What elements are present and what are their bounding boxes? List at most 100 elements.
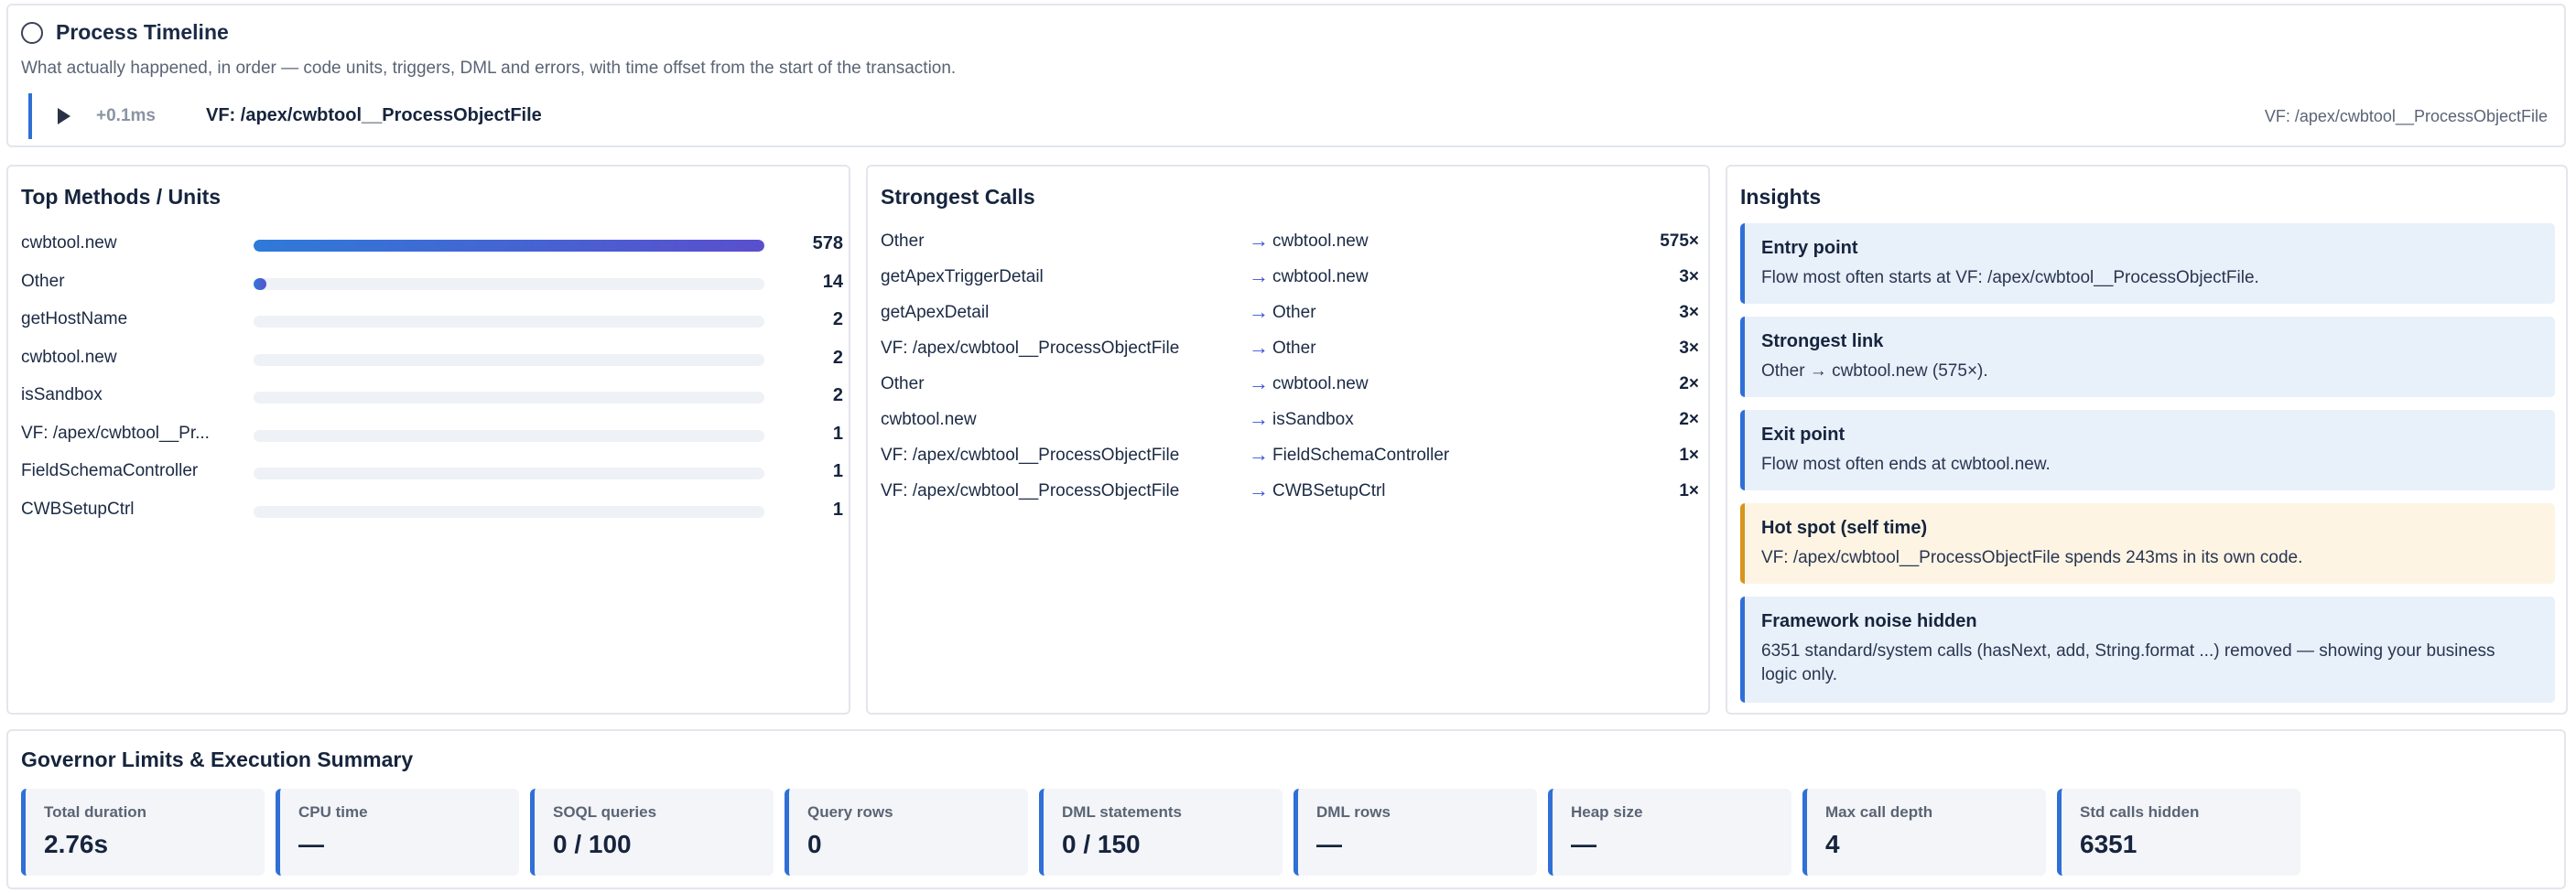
call-row[interactable]: VF: /apex/cwbtool__ProcessObjectFile → Oth… — [881, 336, 1699, 363]
stat-card: CPU time — — [276, 789, 519, 876]
call-from: Other — [881, 231, 925, 251]
method-label: getHostName — [21, 309, 128, 328]
method-label: FieldSchemaController — [21, 461, 199, 480]
timeline-entry-name: VF: /apex/cwbtool__ProcessObjectFile — [206, 105, 542, 125]
insights-title: Insights — [1740, 185, 1822, 209]
stat-label: Query rows — [807, 803, 893, 821]
method-bar-track — [254, 240, 764, 252]
method-bar-fill — [254, 277, 266, 290]
method-label: cwbtool.new — [21, 347, 117, 367]
insight-body: Flow most often ends at cwbtool.new. — [1761, 455, 2051, 474]
stat-label: CPU time — [298, 803, 368, 821]
timeline-title: Process Timeline — [56, 20, 229, 44]
call-row[interactable]: getApexDetail → Other 3× — [881, 300, 1699, 328]
insight-title: Framework noise hidden — [1761, 611, 1977, 631]
insight-title: Exit point — [1761, 425, 1845, 445]
method-count: 578 — [812, 233, 843, 253]
stat-card: Std calls hidden 6351 — [2057, 789, 2300, 876]
call-to: CWBSetupCtrl — [1272, 481, 1386, 500]
stat-label: Max call depth — [1825, 803, 1933, 821]
stat-value: — — [1316, 830, 1342, 858]
method-row[interactable]: cwbtool.new 2 — [21, 345, 843, 372]
method-bar-track — [254, 468, 764, 479]
stat-value: 6351 — [2080, 830, 2138, 858]
stat-card: Heap size — — [1548, 789, 1791, 876]
arrow-right-icon: → — [1249, 229, 1269, 252]
call-to: cwbtool.new — [1272, 267, 1369, 286]
arrow-right-icon: → — [1249, 336, 1269, 359]
circle-icon — [21, 21, 43, 44]
method-label: cwbtool.new — [21, 233, 117, 253]
method-count: 2 — [832, 385, 843, 405]
method-count: 1 — [832, 499, 843, 520]
timeline-entry[interactable]: +0.1ms VF: /apex/cwbtool__ProcessObjectF… — [28, 93, 2555, 139]
stat-label: SOQL queries — [553, 803, 657, 821]
stat-card: Max call depth 4 — [1802, 789, 2046, 876]
call-row[interactable]: getApexTriggerDetail → cwbtool.new 3× — [881, 264, 1699, 292]
timeline-description: What actually happened, in order — code … — [21, 59, 957, 78]
method-bar-track — [254, 392, 764, 403]
method-row[interactable]: cwbtool.new 578 — [21, 231, 843, 258]
governor-limits-panel: Governor Limits & Execution Summary Tota… — [6, 729, 2566, 889]
governor-title: Governor Limits & Execution Summary — [21, 748, 414, 771]
stat-value: 0 / 100 — [553, 830, 632, 858]
insight-title: Entry point — [1761, 238, 1858, 258]
insight-title: Strongest link — [1761, 331, 1884, 351]
stat-label: DML statements — [1062, 803, 1182, 821]
method-count: 2 — [832, 347, 843, 368]
call-row[interactable]: Other → cwbtool.new 2× — [881, 371, 1699, 399]
method-bar-track — [254, 505, 764, 518]
call-to: FieldSchemaController — [1272, 446, 1450, 465]
arrow-right-icon: → — [1249, 371, 1269, 394]
call-count: 1× — [1679, 481, 1699, 500]
timeline-header: Process Timeline — [21, 20, 229, 45]
method-bar-track — [254, 353, 764, 366]
method-row[interactable]: getHostName 2 — [21, 307, 843, 334]
method-bar-fill — [254, 240, 764, 252]
method-count: 2 — [832, 309, 843, 329]
method-bar-track — [254, 316, 764, 328]
stat-value: 2.76s — [44, 830, 109, 858]
call-row[interactable]: Other → cwbtool.new 575× — [881, 229, 1699, 256]
arrow-right-icon: → — [1249, 264, 1269, 287]
call-to: Other — [1272, 339, 1316, 358]
stat-label: Std calls hidden — [2080, 803, 2200, 821]
call-row[interactable]: cwbtool.new → isSandbox 2× — [881, 407, 1699, 435]
call-from: VF: /apex/cwbtool__ProcessObjectFile — [881, 446, 1180, 465]
call-row[interactable]: VF: /apex/cwbtool__ProcessObjectFile → Fie… — [881, 443, 1699, 470]
stat-label: DML rows — [1316, 803, 1391, 821]
insight-body: Other → cwbtool.new (575×). — [1761, 361, 1988, 381]
method-count: 1 — [832, 461, 843, 481]
strongest-calls-panel: Strongest Calls Other → cwbtool.new 575× get… — [866, 165, 1710, 715]
method-row[interactable]: Other 14 — [21, 269, 843, 296]
stat-card: DML rows — — [1293, 789, 1537, 876]
stat-card: DML statements 0 / 150 — [1039, 789, 1283, 876]
call-from: getApexDetail — [881, 303, 990, 322]
method-bar-track — [254, 277, 764, 290]
stat-value: 4 — [1825, 830, 1840, 858]
insight-card: Strongest link Other → cwbtool.new (575×)… — [1740, 317, 2555, 397]
insight-body: VF: /apex/cwbtool__ProcessObjectFile spe… — [1761, 548, 2303, 567]
method-row[interactable]: FieldSchemaController 1 — [21, 458, 843, 486]
method-label: Other — [21, 271, 65, 291]
method-row[interactable]: VF: /apex/cwbtool__Pr... 1 — [21, 421, 843, 448]
stat-label: Heap size — [1571, 803, 1643, 821]
method-label: isSandbox — [21, 385, 103, 404]
arrow-right-icon: → — [1249, 300, 1269, 323]
stat-value: 0 — [807, 830, 822, 858]
insight-body: 6351 standard/system calls (hasNext, add… — [1761, 641, 2495, 684]
method-bar-track — [254, 429, 764, 442]
call-from: getApexTriggerDetail — [881, 267, 1044, 286]
expand-play-icon[interactable] — [58, 108, 70, 124]
top-methods-panel: Top Methods / Units cwbtool.new 578 Other 1… — [6, 165, 850, 715]
call-to: cwbtool.new — [1272, 231, 1369, 251]
call-count: 575× — [1660, 231, 1699, 251]
method-row[interactable]: isSandbox 2 — [21, 382, 843, 410]
insight-card: Framework noise hidden 6351 standard/syst… — [1740, 597, 2555, 703]
arrow-right-icon: → — [1249, 407, 1269, 430]
process-timeline-panel: Process Timeline What actually happened,… — [6, 4, 2566, 147]
call-from: VF: /apex/cwbtool__ProcessObjectFile — [881, 339, 1180, 358]
method-row[interactable]: CWBSetupCtrl 1 — [21, 497, 843, 524]
stat-value: — — [298, 830, 324, 858]
call-row[interactable]: VF: /apex/cwbtool__ProcessObjectFile → CWB… — [881, 479, 1699, 506]
